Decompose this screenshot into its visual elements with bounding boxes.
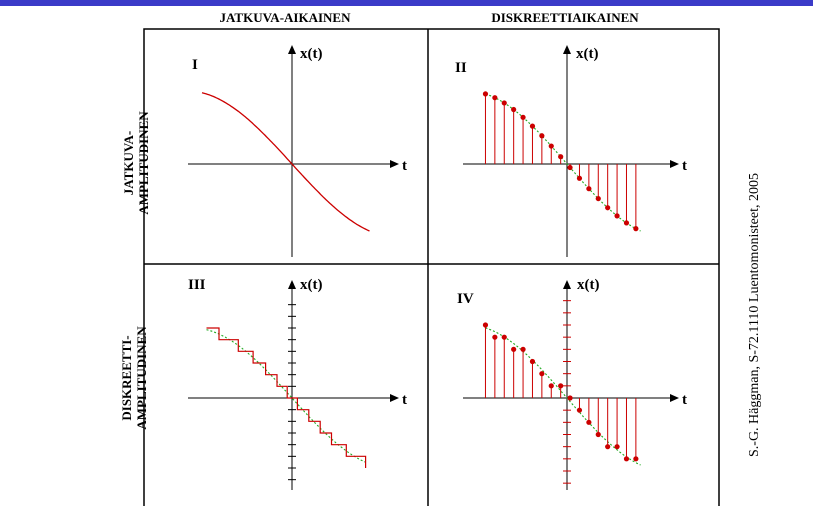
panel-continuous-time-continuous-amplitude: I x(t) t — [188, 45, 407, 257]
quantized-staircase-signal — [206, 327, 367, 468]
sample-dot — [605, 205, 611, 211]
t-axis-label: t — [402, 158, 407, 174]
sample-dot — [529, 123, 536, 129]
sample-dot — [623, 456, 630, 462]
sample-dot — [482, 322, 489, 328]
grid — [143, 28, 720, 506]
top-accent-bar — [0, 0, 813, 6]
sample-dot — [558, 383, 564, 389]
y-axis-label: x(t) — [300, 277, 323, 293]
t-axis-arrow — [390, 160, 399, 168]
sample-dot — [501, 334, 507, 340]
x-axis-arrow — [563, 45, 571, 54]
sample-dot — [558, 154, 564, 160]
t-axis-label: t — [682, 392, 687, 408]
sample-stems — [482, 91, 639, 232]
panel-roman-label: II — [455, 60, 467, 76]
reference-curve — [206, 329, 366, 463]
sample-dot — [511, 346, 517, 352]
sample-dot — [520, 114, 526, 120]
t-axis-arrow — [670, 160, 679, 168]
y-axis-label: x(t) — [576, 46, 599, 62]
column-header-discrete-time: DISKREETTIAIKAINEN — [491, 10, 639, 25]
t-axis-arrow — [390, 394, 399, 402]
column-header-continuous-time: JATKUVA-AIKAINEN — [219, 10, 351, 25]
continuous-signal-curve — [201, 92, 370, 232]
quantization-level-ticks — [563, 300, 571, 484]
sample-dot — [595, 195, 601, 202]
reference-curve — [485, 93, 641, 232]
quantization-level-ticks — [288, 304, 296, 481]
sample-dot — [520, 346, 526, 352]
sample-dot — [633, 456, 639, 462]
sample-dot — [539, 133, 545, 139]
sample-dot — [511, 106, 517, 113]
sample-dot — [529, 358, 536, 365]
x-axis-arrow — [563, 280, 571, 289]
sample-dot — [576, 175, 583, 181]
panel-roman-label: III — [188, 277, 206, 293]
sample-dot — [595, 431, 601, 438]
reference-curve — [485, 327, 641, 466]
t-axis-label: t — [682, 158, 687, 174]
sample-dot — [623, 220, 630, 226]
sample-stems — [482, 322, 639, 462]
sample-dot — [614, 444, 620, 450]
sample-dot — [586, 186, 592, 192]
sample-dot — [482, 91, 489, 97]
sample-dot — [567, 395, 573, 401]
sample-dot — [614, 213, 620, 219]
y-axis-label: x(t) — [300, 46, 323, 62]
panel-continuous-time-discrete-amplitude: III x(t) t — [188, 277, 407, 490]
grid-border — [143, 28, 720, 506]
sample-dot — [586, 419, 592, 425]
panel-discrete-time-continuous-amplitude: II x(t) t — [455, 45, 687, 257]
panel-discrete-time-discrete-amplitude: IV x(t) t — [457, 277, 687, 490]
y-axis-label: x(t) — [577, 277, 600, 293]
sample-dot — [548, 143, 554, 149]
x-axis-arrow — [288, 280, 296, 289]
sample-dot — [567, 164, 573, 171]
t-axis-label: t — [402, 392, 407, 408]
sample-dot — [492, 334, 498, 340]
sample-dot — [539, 371, 545, 377]
panel-roman-label: IV — [457, 291, 474, 307]
t-axis-arrow — [670, 394, 679, 402]
sample-dot — [605, 444, 611, 450]
sample-dot — [633, 226, 639, 232]
sample-dot — [492, 95, 498, 101]
x-axis-arrow — [288, 45, 296, 54]
sample-dot — [501, 100, 507, 106]
sample-dot — [576, 407, 583, 413]
sample-dot — [548, 383, 554, 389]
panel-roman-label: I — [192, 57, 198, 73]
